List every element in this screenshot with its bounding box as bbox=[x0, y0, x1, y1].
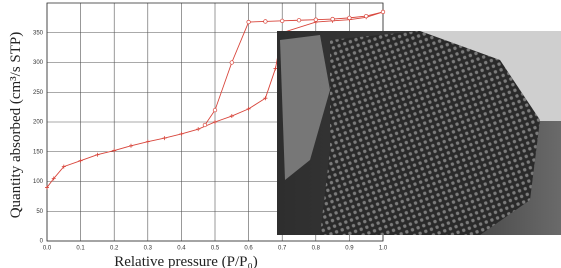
chart: 0 50 100 150 200 250 300 350 0.0 0.1 0.2 0.3 0.4 0.5 0… bbox=[0, 0, 561, 268]
y-tick-label: 0 bbox=[40, 239, 44, 245]
y-tick-label: 300 bbox=[33, 60, 44, 66]
x-tick-label: 0.5 bbox=[211, 246, 220, 252]
data-point bbox=[247, 20, 251, 24]
data-point bbox=[331, 17, 335, 21]
data-point bbox=[163, 136, 167, 140]
data-point bbox=[297, 18, 301, 22]
data-point bbox=[213, 120, 217, 124]
data-point bbox=[280, 19, 284, 23]
data-point bbox=[264, 20, 268, 24]
x-tick-label: 0.2 bbox=[110, 246, 119, 252]
y-axis-label: Quantity absorbed (cm³/s STP) bbox=[8, 32, 24, 219]
data-point bbox=[79, 159, 83, 163]
data-point bbox=[381, 10, 385, 14]
x-tick-label: 0.7 bbox=[278, 246, 287, 252]
y-tick-label: 150 bbox=[33, 149, 44, 155]
data-point bbox=[196, 127, 200, 131]
data-point bbox=[95, 153, 99, 157]
data-point bbox=[348, 16, 352, 20]
x-tick-label: 0.3 bbox=[144, 246, 153, 252]
x-tick-label: 0.6 bbox=[244, 246, 253, 252]
tem-image bbox=[277, 31, 561, 235]
data-point bbox=[230, 114, 234, 118]
y-tick-label: 200 bbox=[33, 120, 44, 126]
y-tick-label: 50 bbox=[36, 209, 43, 215]
data-point bbox=[314, 18, 318, 22]
data-point bbox=[129, 144, 133, 148]
x-tick-label: 0.1 bbox=[76, 246, 85, 252]
data-point bbox=[203, 123, 207, 127]
y-tick-label: 250 bbox=[33, 90, 44, 96]
x-tick-label: 0.9 bbox=[345, 246, 354, 252]
data-point bbox=[213, 108, 217, 112]
data-point bbox=[179, 132, 183, 136]
data-point bbox=[273, 66, 277, 70]
data-point bbox=[230, 61, 234, 65]
x-tick-label: 1.0 bbox=[379, 246, 388, 252]
x-axis-label: Relative pressure (P/P₀) bbox=[114, 254, 258, 268]
y-tick-label: 350 bbox=[33, 30, 44, 36]
data-point bbox=[364, 14, 368, 18]
x-tick-label: 0.8 bbox=[312, 246, 321, 252]
x-tick-label: 0.4 bbox=[177, 246, 186, 252]
y-tick-label: 100 bbox=[33, 179, 44, 185]
data-point bbox=[146, 140, 150, 144]
x-tick-label: 0.0 bbox=[43, 246, 52, 252]
